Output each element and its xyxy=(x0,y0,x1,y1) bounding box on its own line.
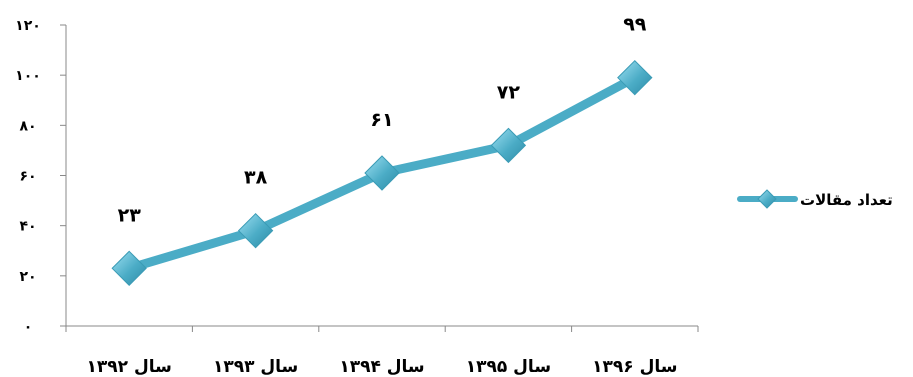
legend: تعداد مقالات xyxy=(737,189,893,209)
y-tick-label: ۰ xyxy=(24,319,33,335)
data-point-marker xyxy=(490,127,527,164)
series-layer xyxy=(111,59,653,287)
data-point-marker xyxy=(111,250,147,287)
x-tick-label: سال ۱۳۹۵ xyxy=(466,357,551,377)
x-tick-label: سال ۱۳۹۴ xyxy=(339,357,424,377)
y-tick-label: ۶۰ xyxy=(19,169,36,185)
x-tick-label: سال ۱۳۹۳ xyxy=(213,357,298,377)
y-tick-label: ۱۰۰ xyxy=(15,68,41,84)
data-label: ۳۸ xyxy=(244,167,268,189)
x-tick-label: سال ۱۳۹۲ xyxy=(87,357,172,377)
x-tick-label: سال ۱۳۹۶ xyxy=(592,357,677,377)
data-label: ۷۲ xyxy=(497,81,521,103)
data-point-marker xyxy=(617,59,653,96)
y-tick-label: ۸۰ xyxy=(19,118,36,134)
data-point-marker xyxy=(237,212,274,249)
axes: ۰ ۲۰ ۴۰ ۶۰ ۸۰ ۱۰۰ ۱۲۰ سال ۱۳۹۲ سال ۱۳۹۳ سال ۱۳۹۴ س… xyxy=(15,18,699,377)
legend-marker xyxy=(757,189,777,209)
data-label: ۹۹ xyxy=(623,14,647,36)
y-tick-label: ۲۰ xyxy=(19,269,36,285)
y-tick-label: ۴۰ xyxy=(19,219,36,235)
data-label: ۶۱ xyxy=(370,109,393,131)
y-tick-label: ۱۲۰ xyxy=(15,18,41,34)
data-label: ۲۳ xyxy=(118,204,142,226)
labels-layer: ۲۳ ۳۸ ۶۱ ۷۲ ۹۹ xyxy=(118,14,647,227)
data-point-marker xyxy=(364,155,400,191)
legend-label: تعداد مقالات xyxy=(800,191,893,209)
